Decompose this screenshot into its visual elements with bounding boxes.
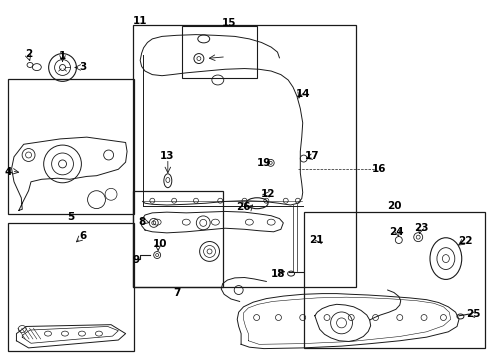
Text: 3: 3 bbox=[80, 63, 87, 72]
Text: 20: 20 bbox=[386, 201, 400, 211]
Text: 26: 26 bbox=[236, 202, 250, 212]
Text: 10: 10 bbox=[153, 239, 167, 249]
Text: 16: 16 bbox=[371, 163, 386, 174]
Text: 23: 23 bbox=[413, 223, 428, 233]
Text: 7: 7 bbox=[173, 288, 180, 297]
Text: 25: 25 bbox=[466, 309, 480, 319]
Text: 8: 8 bbox=[138, 217, 145, 227]
Bar bbox=[182, 26, 256, 78]
Text: 12: 12 bbox=[260, 189, 274, 199]
Bar bbox=[133, 24, 355, 287]
Text: 5: 5 bbox=[67, 212, 74, 222]
Bar bbox=[133, 191, 222, 287]
Text: 21: 21 bbox=[308, 235, 323, 245]
Bar bbox=[8, 79, 134, 214]
Text: 24: 24 bbox=[389, 227, 404, 237]
Text: 9: 9 bbox=[132, 255, 139, 265]
Text: 2: 2 bbox=[25, 49, 32, 59]
Bar bbox=[303, 212, 484, 348]
Text: 6: 6 bbox=[80, 231, 87, 241]
Text: 13: 13 bbox=[159, 151, 174, 161]
Text: 18: 18 bbox=[271, 269, 285, 279]
Text: 15: 15 bbox=[221, 18, 236, 28]
Text: 17: 17 bbox=[305, 151, 319, 161]
Text: 1: 1 bbox=[59, 51, 66, 62]
Text: 4: 4 bbox=[4, 167, 11, 177]
Text: 11: 11 bbox=[133, 17, 147, 26]
Text: 22: 22 bbox=[457, 236, 471, 246]
Text: 19: 19 bbox=[256, 158, 270, 168]
Bar bbox=[8, 223, 134, 351]
Text: 14: 14 bbox=[295, 89, 309, 99]
